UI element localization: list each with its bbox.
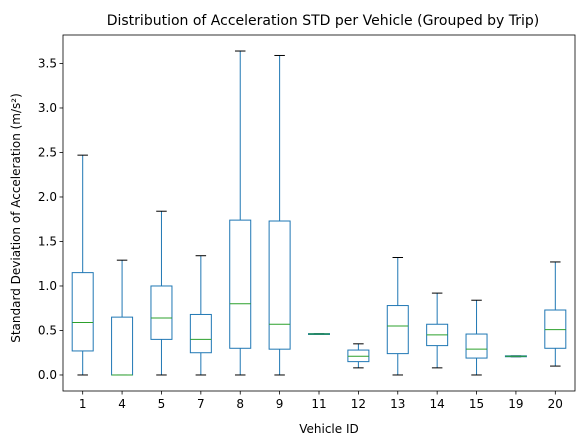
box-vehicle-8: [229, 50, 252, 376]
iqr-box: [386, 305, 409, 355]
box-vehicle-5: [150, 210, 173, 376]
x-tick-label: 1: [79, 397, 87, 411]
x-tick-label: 20: [548, 397, 563, 411]
iqr-box: [189, 313, 212, 354]
iqr-box: [150, 285, 173, 340]
x-tick-label: 14: [430, 397, 445, 411]
y-axis-title: Standard Deviation of Acceleration (m/s²…: [9, 93, 23, 343]
x-tick-label: 7: [197, 397, 205, 411]
iqr-box: [465, 333, 488, 359]
box-vehicle-20: [544, 261, 567, 367]
x-tick-label: 13: [390, 397, 405, 411]
y-tick-label: 1.0: [38, 279, 57, 293]
y-tick-label: 3.0: [38, 101, 57, 115]
plot-area: [71, 50, 567, 376]
box-vehicle-12: [347, 343, 370, 369]
x-tick-label: 8: [236, 397, 244, 411]
box-vehicle-11: [308, 333, 330, 335]
box-vehicle-1: [71, 154, 94, 376]
x-tick-label: 11: [311, 397, 326, 411]
y-tick-label: 2.0: [38, 190, 57, 204]
y-tick-label: 0.5: [38, 323, 57, 337]
y-axis: 0.0 0.5 1.0 1.5 2.0 2.5 3.0 3.5: [38, 56, 63, 382]
iqr-box: [111, 316, 134, 376]
iqr-box: [71, 272, 94, 352]
x-tick-label: 15: [469, 397, 484, 411]
x-tick-label: 12: [351, 397, 366, 411]
iqr-box: [229, 219, 252, 349]
box-vehicle-13: [386, 257, 409, 376]
box-vehicle-19: [504, 355, 527, 358]
x-tick-label: 5: [158, 397, 166, 411]
iqr-box: [268, 220, 291, 350]
box-vehicle-14: [426, 292, 449, 369]
y-tick-label: 0.0: [38, 368, 57, 382]
box-vehicle-9: [268, 54, 291, 376]
y-tick-label: 1.5: [38, 234, 57, 248]
box-vehicle-15: [465, 299, 488, 376]
plot-frame: [62, 34, 576, 392]
x-tick-label: 4: [118, 397, 126, 411]
x-tick-label: 9: [276, 397, 284, 411]
box-vehicle-7: [189, 255, 212, 376]
x-axis: 1 4 5 7 8 9 11 12 13 14 15 19 20: [79, 391, 563, 411]
x-tick-label: 19: [508, 397, 523, 411]
y-tick-label: 2.5: [38, 145, 57, 159]
x-axis-title: Vehicle ID: [299, 422, 359, 436]
chart-title: Distribution of Acceleration STD per Veh…: [107, 13, 540, 29]
box-vehicle-4: [111, 259, 134, 376]
y-tick-label: 3.5: [38, 56, 57, 70]
